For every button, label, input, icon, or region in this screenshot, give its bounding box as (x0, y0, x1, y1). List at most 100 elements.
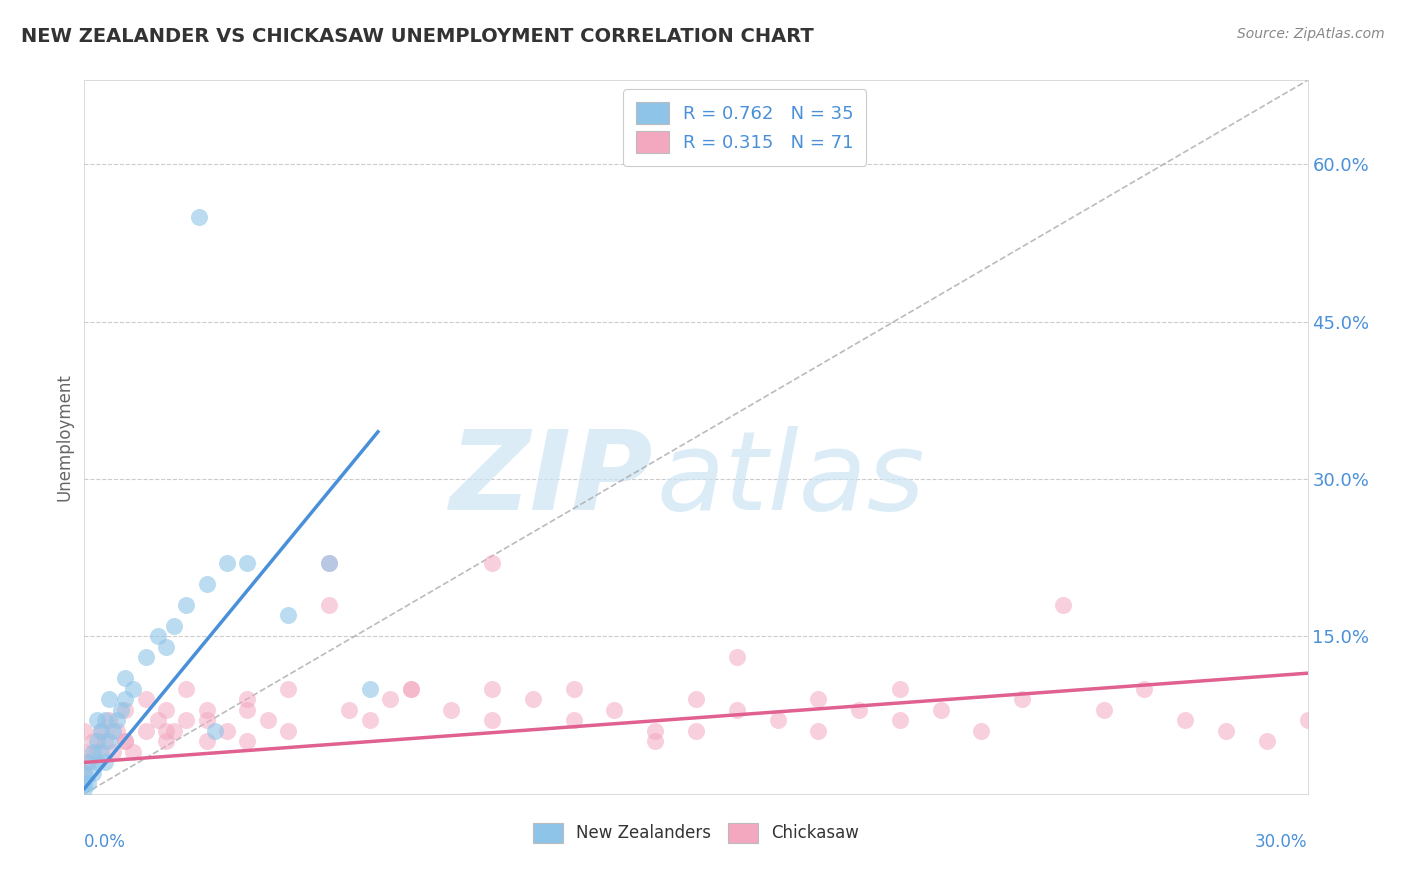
Point (155, 703, 177, 717)
Point (174, 598, 197, 612)
Point (1215, 723, 1237, 738)
Point (135, 723, 157, 738)
Point (277, 723, 299, 738)
Point (481, 681, 503, 696)
Point (970, 723, 993, 738)
Point (204, 723, 226, 738)
Text: 0.0%: 0.0% (84, 833, 127, 851)
Point (1174, 714, 1197, 728)
Point (359, 681, 381, 696)
Point (236, 556, 259, 570)
Point (122, 681, 145, 696)
Point (77, 756, 100, 770)
Point (93, 714, 115, 728)
Point (90, 745, 112, 759)
Point (155, 734, 177, 748)
Point (481, 556, 503, 570)
Point (1052, 598, 1074, 612)
Point (73, 776, 96, 790)
Point (1011, 692, 1033, 706)
Point (257, 714, 280, 728)
Point (82, 734, 104, 748)
Point (481, 714, 503, 728)
Point (603, 703, 626, 717)
Point (114, 672, 136, 686)
Point (135, 692, 157, 706)
Point (522, 692, 544, 706)
Point (236, 692, 259, 706)
Point (114, 734, 136, 748)
Point (86, 714, 108, 728)
Text: 30.0%: 30.0% (1256, 833, 1308, 851)
Point (277, 608, 299, 623)
Point (90, 723, 112, 738)
Point (1133, 681, 1156, 696)
Point (195, 703, 218, 717)
Point (163, 619, 186, 633)
Point (399, 681, 422, 696)
Point (807, 692, 830, 706)
Point (73, 781, 96, 796)
Y-axis label: Unemployment: Unemployment (55, 373, 73, 501)
Point (318, 556, 340, 570)
Point (359, 714, 381, 728)
Point (725, 703, 748, 717)
Point (73, 723, 96, 738)
Point (889, 681, 911, 696)
Point (174, 681, 197, 696)
Point (685, 692, 707, 706)
Point (644, 723, 666, 738)
Point (105, 723, 128, 738)
Point (277, 681, 299, 696)
Point (155, 640, 177, 654)
Point (93, 756, 115, 770)
Point (236, 734, 259, 748)
Point (73, 765, 96, 780)
Legend: New Zealanders, Chickasaw: New Zealanders, Chickasaw (526, 816, 866, 850)
Point (1256, 734, 1278, 748)
Point (155, 723, 177, 738)
Point (440, 703, 463, 717)
Text: atlas: atlas (657, 426, 925, 533)
Text: NEW ZEALANDER VS CHICKASAW UNEMPLOYMENT CORRELATION CHART: NEW ZEALANDER VS CHICKASAW UNEMPLOYMENT … (21, 27, 814, 45)
Point (195, 577, 218, 591)
Point (766, 714, 789, 728)
Point (86, 734, 108, 748)
Point (114, 692, 136, 706)
Point (174, 714, 197, 728)
Point (195, 734, 218, 748)
Point (807, 723, 830, 738)
Point (135, 650, 157, 665)
Point (685, 723, 707, 738)
Point (101, 723, 124, 738)
Point (86, 745, 108, 759)
Point (82, 745, 104, 759)
Point (644, 734, 666, 748)
Text: Source: ZipAtlas.com: Source: ZipAtlas.com (1237, 27, 1385, 41)
Point (105, 714, 128, 728)
Point (339, 703, 361, 717)
Point (1092, 703, 1115, 717)
Point (217, 556, 239, 570)
Point (73, 745, 96, 759)
Point (318, 598, 340, 612)
Point (562, 714, 585, 728)
Point (195, 714, 218, 728)
Point (101, 745, 124, 759)
Text: ZIP: ZIP (450, 426, 654, 533)
Point (236, 703, 259, 717)
Point (110, 703, 132, 717)
Point (318, 556, 340, 570)
Point (562, 681, 585, 696)
Point (725, 650, 748, 665)
Point (146, 714, 169, 728)
Point (93, 734, 115, 748)
Point (73, 765, 96, 780)
Point (82, 765, 104, 780)
Point (848, 703, 870, 717)
Point (114, 734, 136, 748)
Point (163, 723, 186, 738)
Point (146, 630, 169, 644)
Point (399, 681, 422, 696)
Point (90, 723, 112, 738)
